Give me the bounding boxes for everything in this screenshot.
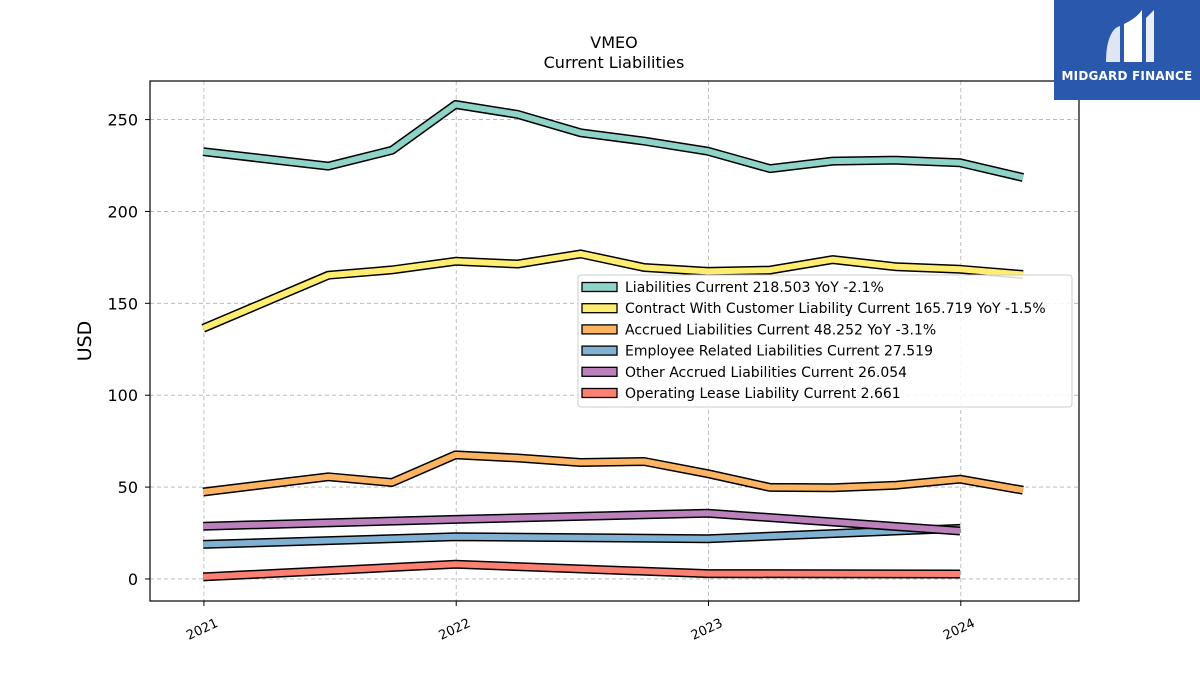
legend-swatch [581,324,618,335]
series-line-stroke [203,510,961,534]
legend-entry: Accrued Liabilities Current 48.252 YoY -… [625,322,936,338]
legend-entry: Other Accrued Liabilities Current 26.054 [625,365,907,381]
legend-swatch [581,281,618,293]
y-tick-label: 100 [107,386,138,405]
legend-entry: Operating Lease Liability Current 2.661 [625,386,901,402]
chart-subtitle: Current Liabilities [544,53,685,72]
logo-mark-icon [1106,10,1154,62]
series-line-stroke [202,101,1024,181]
x-tick-label: 2023 [689,616,725,644]
legend-swatch [581,345,618,356]
series-line-2 [202,450,1024,497]
y-tick-label: 50 [118,478,138,497]
legend-box [577,274,1073,408]
legend-swatch [581,387,618,399]
series-line-3 [203,523,961,549]
series-line-stroke [202,451,1024,495]
plot-frame [149,80,1080,602]
legend-entry: Contract With Customer Liability Current… [625,301,1046,317]
series-lines [201,100,1025,582]
series-line-5 [202,559,961,582]
legend: Liabilities Current 218.503 YoY -2.1% Con… [577,274,1073,408]
series-line-stroke [203,561,961,580]
x-tick-label: 2021 [184,616,220,644]
legend-entry: Employee Related Liabilities Current 27.… [625,344,933,360]
y-tick-label: 0 [128,570,138,589]
y-axis-label: USD [74,321,96,362]
x-tick-label: 2024 [941,616,977,644]
series-line-stroke [203,525,961,548]
x-tick-label: 2022 [437,616,473,644]
brand-name: MIDGARD FINANCE [1061,69,1193,83]
legend-swatch [581,303,618,314]
y-tick-label: 150 [107,294,138,313]
y-tick-label: 200 [107,202,138,221]
legend-entry: Liabilities Current 218.503 YoY -2.1% [625,280,884,296]
series-line-stroke [202,250,1024,332]
series-line-1 [201,249,1024,333]
brand-logo: MIDGARD FINANCE [1054,0,1200,100]
chart-title: VMEO [590,33,637,52]
series-line-4 [203,508,961,536]
legend-swatch [581,366,618,377]
y-tick-label: 250 [107,111,138,130]
series-line-0 [202,100,1025,182]
